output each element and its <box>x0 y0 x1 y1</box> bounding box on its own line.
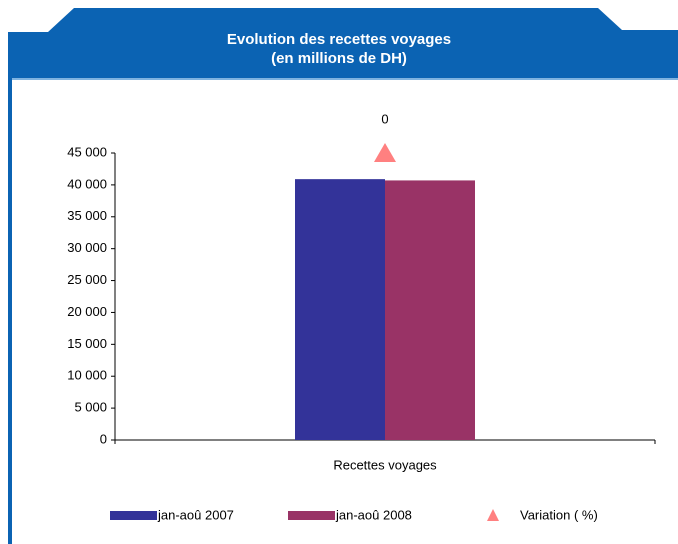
y-tick-label: 25 000 <box>67 272 107 287</box>
y-tick-label: 40 000 <box>67 176 107 191</box>
chart-title: (en millions de DH) <box>271 50 407 67</box>
y-tick-label: 45 000 <box>67 144 107 159</box>
data-label: 0 <box>381 111 388 126</box>
legend-swatch <box>288 511 335 520</box>
y-tick-label: 10 000 <box>67 368 107 383</box>
bar <box>385 180 475 440</box>
left-border <box>8 78 12 544</box>
header-edge <box>12 78 678 80</box>
y-tick-label: 30 000 <box>67 240 107 255</box>
y-tick-label: 15 000 <box>67 336 107 351</box>
y-tick-label: 0 <box>100 431 107 446</box>
legend-swatch <box>110 511 157 520</box>
x-tick-label: Recettes voyages <box>333 457 437 472</box>
header-band <box>8 8 678 78</box>
legend-label: Variation ( %) <box>520 507 598 522</box>
marker <box>374 143 396 162</box>
legend-label: jan-aoû 2007 <box>157 507 234 522</box>
chart-title: Evolution des recettes voyages <box>227 31 451 48</box>
y-tick-label: 5 000 <box>74 400 107 415</box>
legend-marker <box>487 509 499 521</box>
y-tick-label: 35 000 <box>67 208 107 223</box>
legend-label: jan-aoû 2008 <box>335 507 412 522</box>
bar <box>295 179 385 440</box>
y-tick-label: 20 000 <box>67 304 107 319</box>
